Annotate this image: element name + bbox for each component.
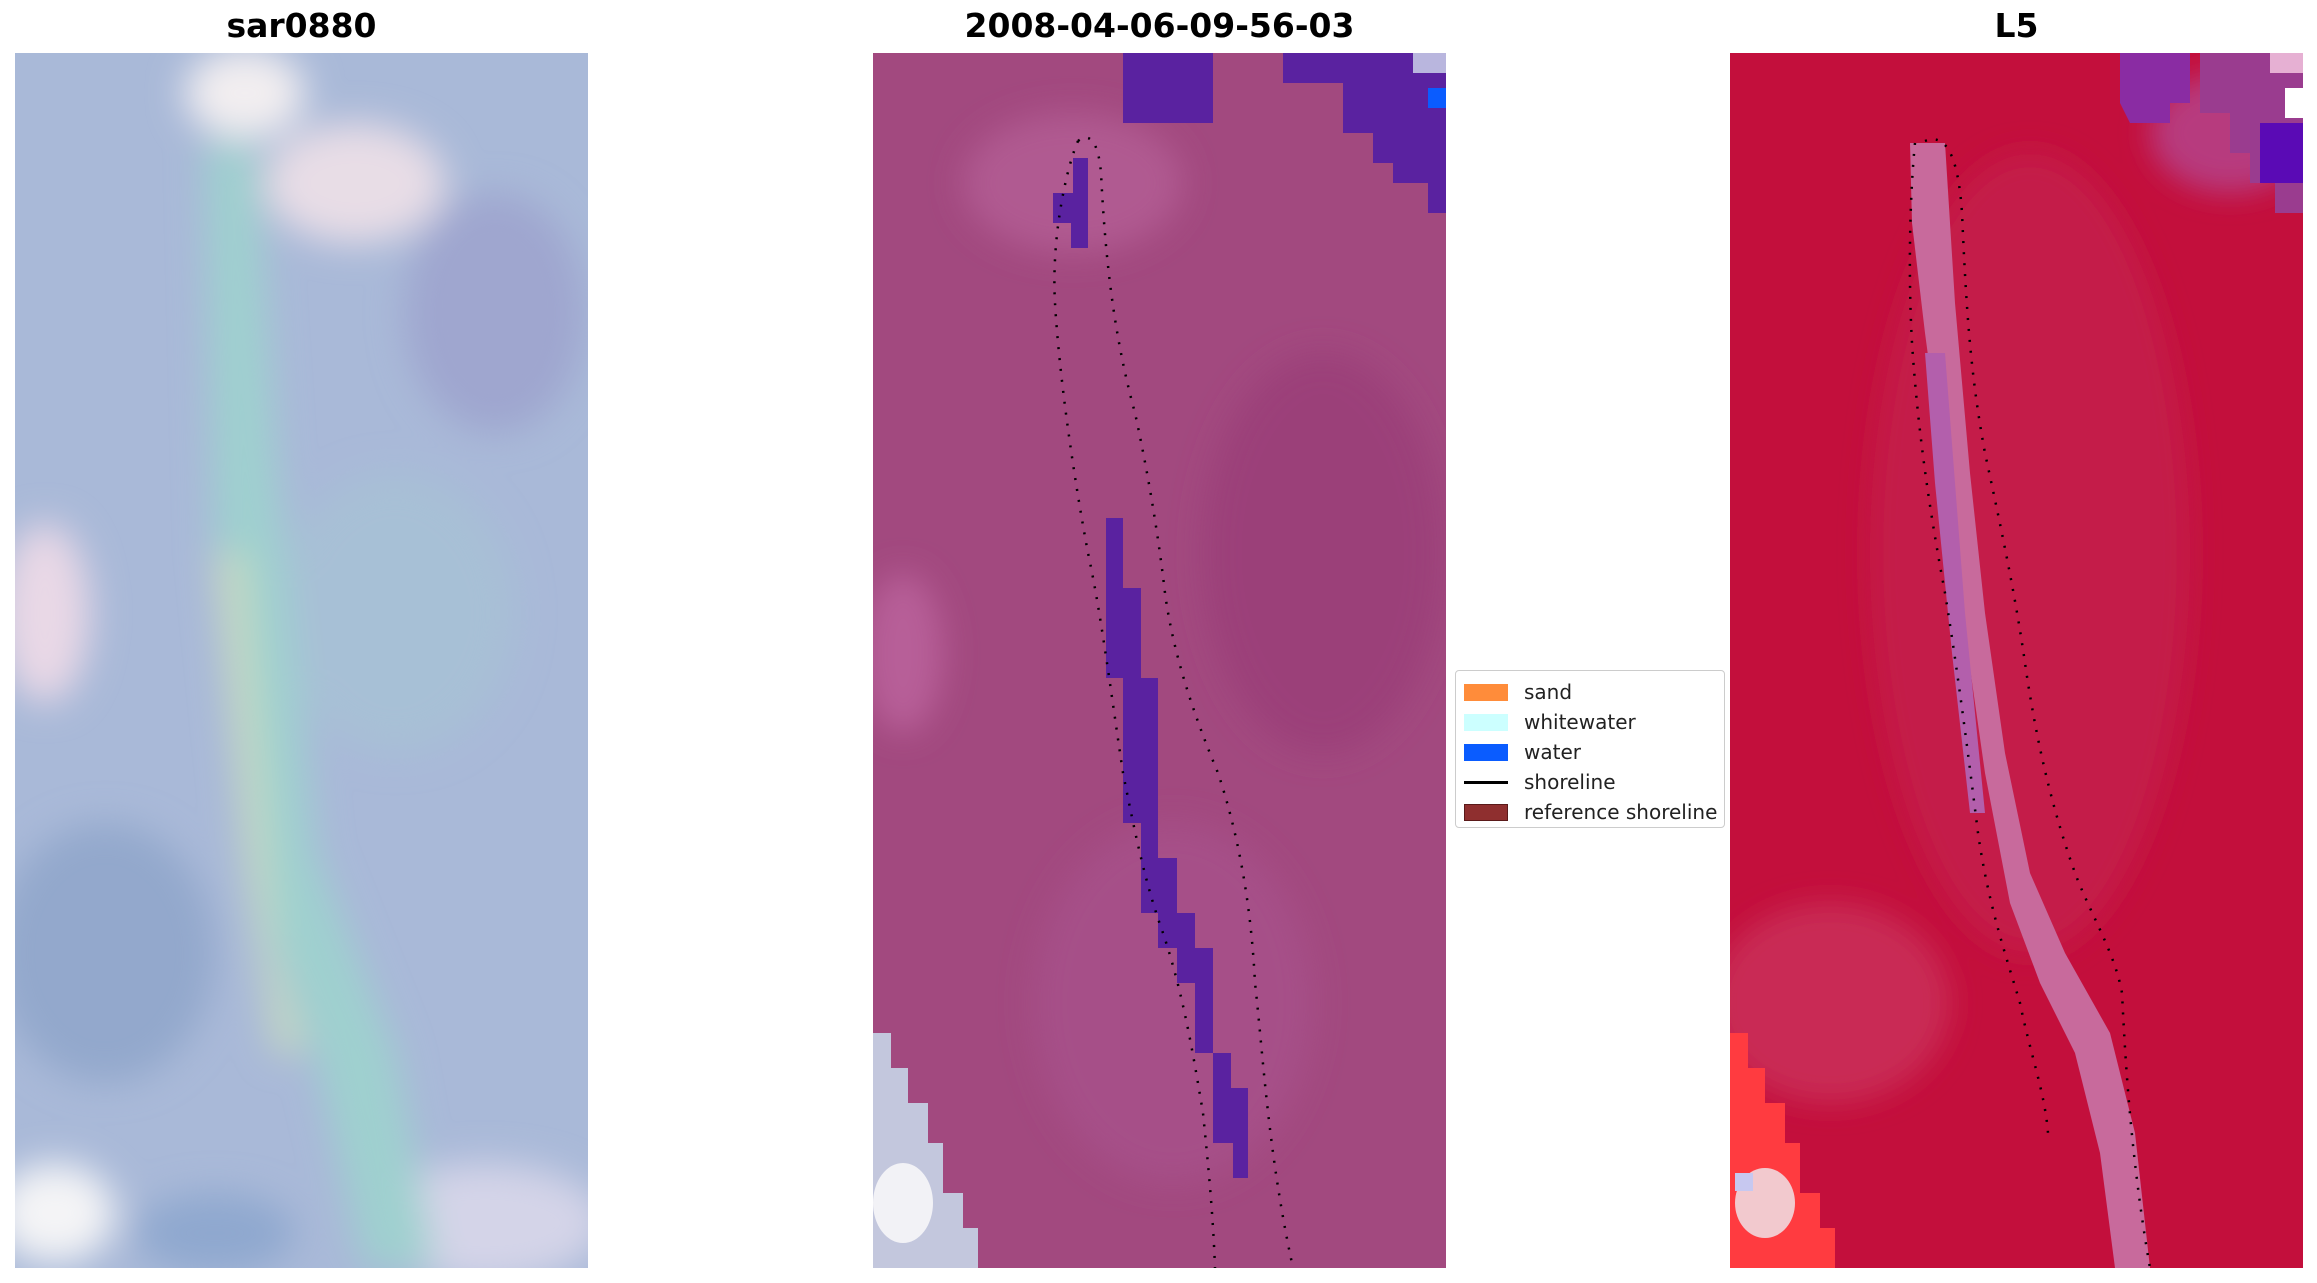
- legend-label-water: water: [1524, 740, 1581, 764]
- legend-item-whitewater: whitewater: [1464, 707, 1716, 737]
- legend-swatch-whitewater: [1464, 713, 1508, 731]
- false-color-image-panel: [1730, 53, 2303, 1268]
- panel-title-rgb: sar0880: [226, 6, 377, 45]
- legend-label-reference-shoreline: reference shoreline: [1524, 800, 1718, 824]
- legend-label-sand: sand: [1524, 680, 1573, 704]
- legend-item-shoreline: shoreline: [1464, 767, 1716, 797]
- classified-image-panel: [873, 53, 1446, 1268]
- legend-swatch-reference-shoreline: [1464, 803, 1508, 821]
- legend-item-water: water: [1464, 737, 1716, 767]
- rgb-image: [15, 53, 588, 1268]
- panel-title-false-color: L5: [1994, 6, 2039, 45]
- legend-swatch-shoreline: [1464, 780, 1508, 784]
- legend-item-reference-shoreline: reference shoreline: [1464, 797, 1718, 827]
- legend: sand whitewater water shoreline referenc…: [1455, 670, 1725, 828]
- panel-title-classified: 2008-04-06-09-56-03: [964, 6, 1355, 45]
- legend-swatch-sand: [1464, 683, 1508, 701]
- legend-item-sand: sand: [1464, 677, 1716, 707]
- false-color-image: [1730, 53, 2303, 1268]
- legend-swatch-water: [1464, 743, 1508, 761]
- legend-label-shoreline: shoreline: [1524, 770, 1616, 794]
- rgb-image-panel: [15, 53, 588, 1268]
- classified-image: [873, 53, 1446, 1268]
- legend-label-whitewater: whitewater: [1524, 710, 1636, 734]
